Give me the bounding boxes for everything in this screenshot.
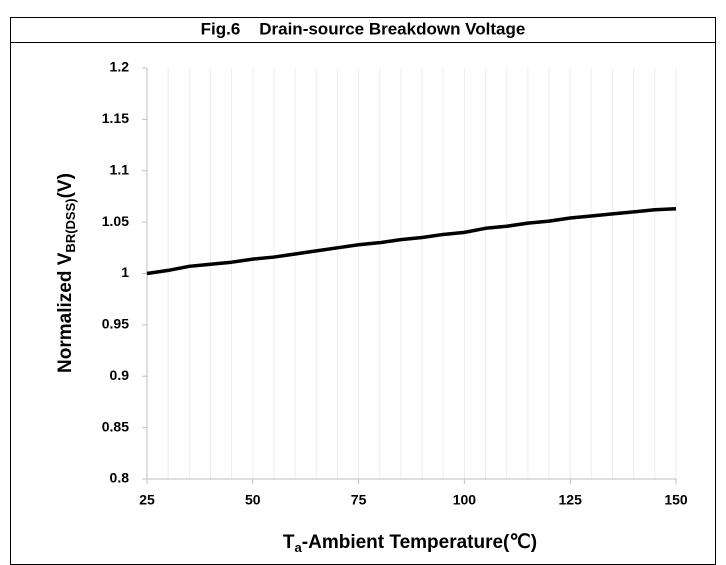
y-axis-label: Normalized VBR(DSS)(V) [55, 173, 78, 373]
y-tick-label: 0.95 [102, 316, 129, 332]
x-tick-label: 125 [559, 492, 583, 508]
x-label-part: T [283, 532, 295, 553]
y-tick-label: 0.8 [110, 470, 130, 486]
y-label-part: (V) [55, 173, 76, 198]
y-tick-label: 1.1 [110, 161, 130, 177]
y-tick-label: 0.9 [110, 367, 130, 383]
x-tick-label: 25 [139, 492, 155, 508]
y-tick-label: 1 [121, 264, 129, 280]
x-label-part: -Ambient Temperature(℃) [302, 532, 537, 553]
line [146, 207, 677, 276]
y-tick-label: 0.85 [102, 418, 129, 434]
x-tick-label: 75 [351, 492, 367, 508]
x-tick-label: 100 [453, 492, 477, 508]
x-tick-label: 150 [664, 492, 688, 508]
y-tick-label: 1.05 [102, 213, 129, 229]
x-label-sub: a [295, 540, 303, 555]
y-tick-label: 1.15 [102, 110, 129, 126]
x-tick-label: 50 [245, 492, 261, 508]
y-label-sub: BR(DSS) [63, 198, 78, 252]
x-axis-label: Ta-Ambient Temperature(℃) [283, 532, 537, 555]
y-tick-label: 1.2 [110, 59, 130, 75]
chart-title: Fig.6 Drain-source Breakdown Voltage [201, 19, 526, 38]
y-label-part: Normalized V [55, 252, 76, 373]
